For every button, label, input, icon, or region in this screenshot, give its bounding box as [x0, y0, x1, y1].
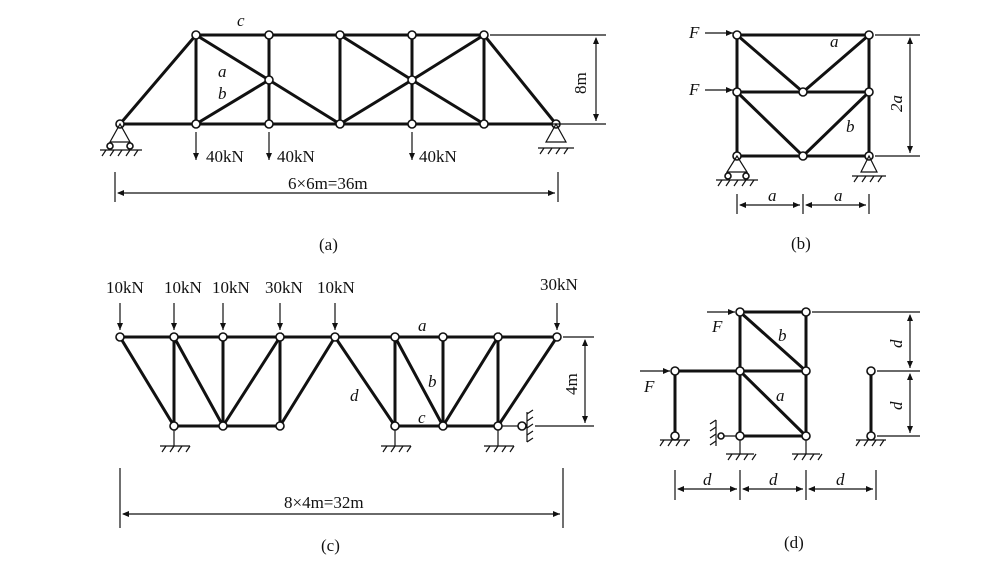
- truss-d-forces: F F: [640, 309, 735, 396]
- truss-a-height-dimension: 8m: [490, 34, 606, 125]
- force-label-b-mid: F: [688, 80, 700, 99]
- caption-a: (a): [319, 235, 338, 254]
- caption-d: (d): [784, 533, 804, 552]
- truss-a-span-dimension: 6×6m=36m: [114, 172, 559, 202]
- load-label-c1: 10kN: [106, 278, 144, 297]
- truss-b-right-support: [852, 154, 886, 183]
- truss-d: F F a b d d d d d (d): [640, 307, 920, 552]
- width-label-b1: a: [768, 186, 777, 205]
- width-label-d1: d: [703, 470, 712, 489]
- load-label-c3: 10kN: [212, 278, 250, 297]
- member-label-d-b: b: [778, 326, 787, 345]
- load-label-c5: 10kN: [317, 278, 355, 297]
- load-label-c4: 30kN: [265, 278, 303, 297]
- truss-a: 40kN 40kN 40kN c a b 8m 6×6m=36m (a): [100, 11, 606, 254]
- force-label-d-top: F: [711, 317, 723, 336]
- load-label-a2: 40kN: [277, 147, 315, 166]
- load-label-c6: 30kN: [540, 275, 578, 294]
- member-label-b-b: b: [846, 117, 855, 136]
- load-label-a1: 40kN: [206, 147, 244, 166]
- span-label-a: 6×6m=36m: [288, 174, 368, 193]
- truss-a-nodes: [115, 30, 561, 129]
- height-label-a: 8m: [571, 72, 590, 94]
- truss-a-left-support: [100, 122, 142, 157]
- member-label-c-c: c: [418, 408, 426, 427]
- truss-a-loads: 40kN 40kN 40kN: [193, 132, 457, 166]
- truss-c-height-dimension: 4m: [535, 336, 594, 427]
- force-label-b-top: F: [688, 23, 700, 42]
- height-label-d2: d: [887, 401, 906, 410]
- truss-d-supports: [659, 419, 886, 461]
- truss-c-loads: 10kN 10kN 10kN 30kN 10kN 30kN: [106, 275, 578, 330]
- truss-d-height-dimension: d d: [812, 311, 920, 437]
- truss-c-nodes: [115, 332, 562, 431]
- member-label-d-a: a: [776, 386, 785, 405]
- truss-b-nodes: [732, 30, 874, 161]
- truss-b-left-support: [716, 154, 758, 187]
- member-label-c-d: d: [350, 386, 359, 405]
- caption-b: (b): [791, 234, 811, 253]
- width-label-d3: d: [836, 470, 845, 489]
- caption-c: (c): [321, 536, 340, 555]
- truss-b-height-dimension: 2a: [875, 34, 920, 157]
- member-label-c-a: a: [418, 316, 427, 335]
- truss-b-forces: F F: [688, 23, 733, 99]
- truss-b: F F a b 2a a a (b): [688, 23, 920, 253]
- truss-c-supports: [160, 409, 534, 453]
- member-label-b-a: a: [830, 32, 839, 51]
- truss-c-members: [118, 331, 559, 432]
- truss-d-members: [673, 310, 873, 438]
- member-label-c: c: [237, 11, 245, 30]
- truss-a-members: [118, 33, 560, 126]
- member-label-b: b: [218, 84, 227, 103]
- width-label-b2: a: [834, 186, 843, 205]
- member-label-a: a: [218, 62, 227, 81]
- truss-d-nodes: [670, 307, 876, 441]
- height-label-c: 4m: [562, 373, 581, 395]
- truss-d-width-dimension: d d d: [674, 470, 877, 500]
- truss-a-right-support: [538, 122, 574, 155]
- load-label-c2: 10kN: [164, 278, 202, 297]
- height-label-b: 2a: [887, 95, 906, 112]
- truss-c-span-dimension: 8×4m=32m: [119, 468, 564, 528]
- height-label-d1: d: [887, 339, 906, 348]
- truss-b-width-dimension: a a: [736, 186, 870, 214]
- force-label-d-left: F: [643, 377, 655, 396]
- truss-c: 10kN 10kN 10kN 30kN 10kN 30kN a b c d 4m…: [106, 275, 594, 555]
- width-label-d2: d: [769, 470, 778, 489]
- load-label-a3: 40kN: [419, 147, 457, 166]
- span-label-c: 8×4m=32m: [284, 493, 364, 512]
- member-label-c-b: b: [428, 372, 437, 391]
